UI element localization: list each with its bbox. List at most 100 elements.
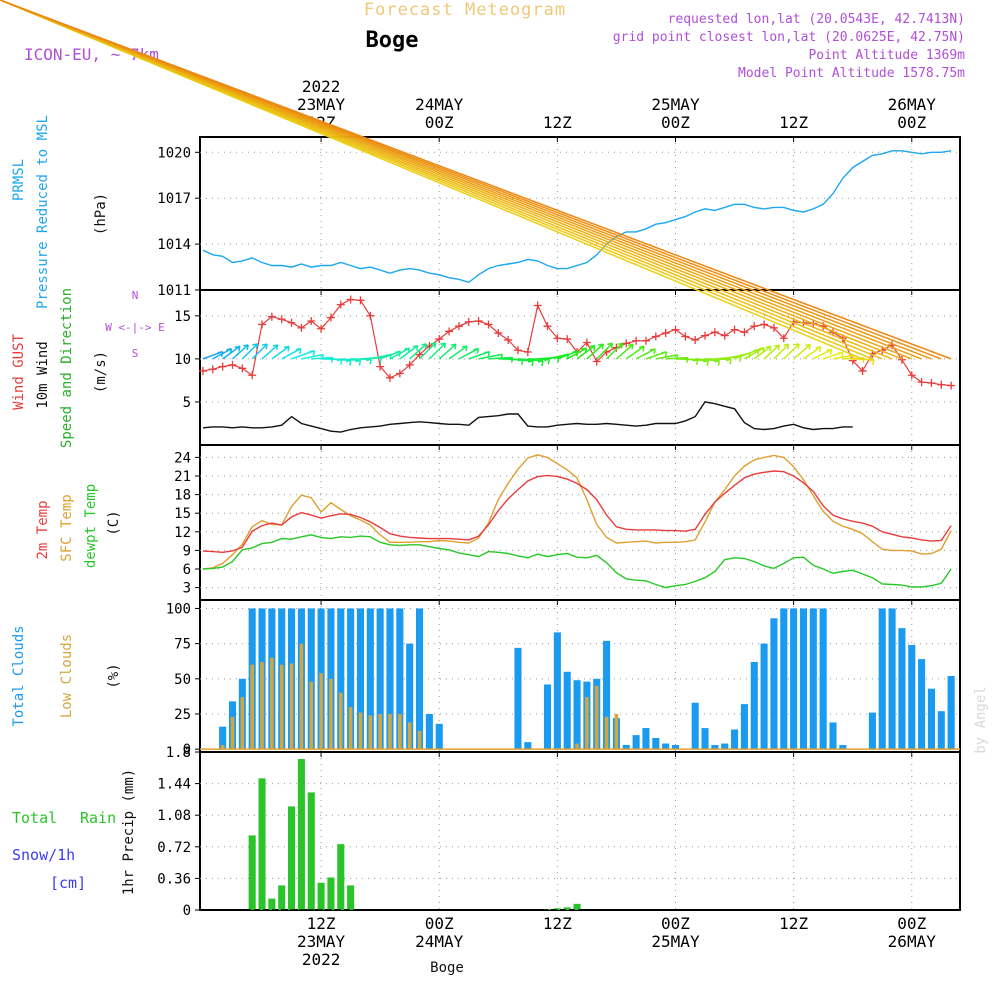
wind-label: 10m Wind [35,341,51,408]
total-cloud-bar [869,713,876,750]
low-cloud-bar [585,697,589,749]
watermark: by Angel [973,686,989,753]
precip-labels: Total Rain Snow/1h [cm] 1hr Precip (mm) [12,769,137,895]
y-tick-label: 3 [183,581,191,597]
gust-marker [278,315,286,323]
total-cloud-bar [918,659,925,749]
wind-arrow-head [346,361,351,366]
low-cloud-bar [378,714,382,749]
low-cloud-bar [339,693,343,749]
sfc-temp-line [203,455,951,569]
bottom-time-label: 00Z [897,914,926,933]
y-tick-label: 12 [174,525,191,541]
y-tick-label: 15 [174,506,191,522]
top-time-label: 25MAY [651,95,700,114]
low-cloud-bar [300,644,304,750]
rain-bar [318,883,325,910]
tsfc-label: SFC Temp [59,494,75,561]
wind-arrow-head [484,352,489,357]
total-cloud-bar [544,684,551,749]
gust-marker [721,332,729,340]
gust-line [203,300,951,386]
gust-marker [209,365,217,373]
total-cloud-bar [436,724,443,749]
gust-marker [238,364,246,372]
top-time-label: 26MAY [888,95,937,114]
compass-we: W <-|-> E [105,321,165,334]
total-cloud-bar [829,722,836,749]
bottom-time-label: 26MAY [888,932,937,951]
top-time-label: 24MAY [415,95,464,114]
gust-marker [524,348,532,356]
snow-label: Snow/1h [12,846,75,864]
dewpt-label: dewpt Temp [83,484,99,568]
total-cloud-bar [928,689,935,750]
total-cloud-bar [642,728,649,749]
temp-unit-label: (C) [106,510,122,535]
gust-marker [947,382,955,390]
location-title: Boge [366,28,419,53]
panel-frame [200,445,960,600]
pressure-line [203,151,951,283]
low-cloud-bar [369,715,373,749]
wind-dir-label: Speed and Direction [59,288,75,448]
snow-unit-label: [cm] [50,874,86,892]
gust-marker [347,295,355,303]
y-tick-label: 1014 [157,237,191,253]
wind-arrow-head [355,360,360,365]
t2m-line [203,471,951,552]
bottom-time-label: 24MAY [415,932,464,951]
total-cloud-bar [692,703,699,749]
total-cloud-bar [721,744,728,750]
wind-speed-line [203,402,853,432]
low-cloud-bar [349,707,353,749]
low-cloud-bar [319,673,323,749]
rain-bar [327,878,334,910]
prmsl-unit-label: (hPa) [93,193,109,235]
total-cloud-bar [889,608,896,749]
total-cloud-bar [741,704,748,749]
gust-marker [701,332,709,340]
total-rain-label: Total [12,809,57,827]
wind-arrow-head [726,359,731,364]
low-cloud-bar [231,717,235,749]
wind-arrow-head [366,359,371,364]
panel-frame [200,290,960,445]
point-altitude: Point Altitude 1369m [808,48,965,63]
wind-labels: Wind GUST 10m Wind Speed and Direction (… [11,288,165,448]
gust-marker [927,379,935,387]
precip-unit-label: 1hr Precip (mm) [121,769,137,895]
wind-arrow-head [309,351,314,356]
wind-arrow-head [538,361,543,366]
gust-marker [288,319,296,327]
y-tick-label: 1011 [157,283,191,299]
y-tick-label: 50 [174,672,191,688]
y-tick-label: 75 [174,637,191,653]
total-cloud-bar [426,714,433,749]
total-cloud-bar [751,662,758,749]
y-tick-label: 9 [183,543,191,559]
total-cloud-bar [938,711,945,749]
gust-marker [297,324,305,332]
low-cloud-bar [605,717,609,749]
low-cloud-bar [615,714,619,749]
chart-title: Forecast Meteogram [364,0,566,20]
low-cloud-bar [250,665,254,749]
bottom-time-label: 12Z [779,914,808,933]
cloud-labels: Total Clouds Low Clouds (%) [11,625,122,726]
bottom-time-label: 12Z [307,914,336,933]
gust-marker [908,371,916,379]
low-cloud-bar [329,679,333,749]
top-time-label: 12Z [543,113,572,132]
rain-bar [574,904,581,910]
total-clouds-label: Total Clouds [11,625,27,726]
gust-marker [366,312,374,320]
y-tick-label: 0 [183,903,191,919]
y-tick-label: 0.72 [157,840,191,856]
gust-marker [465,318,473,326]
compass-s: S [132,347,139,360]
y-tick-label: 25 [174,707,191,723]
gust-marker [898,356,906,364]
total-cloud-bar [652,738,659,749]
